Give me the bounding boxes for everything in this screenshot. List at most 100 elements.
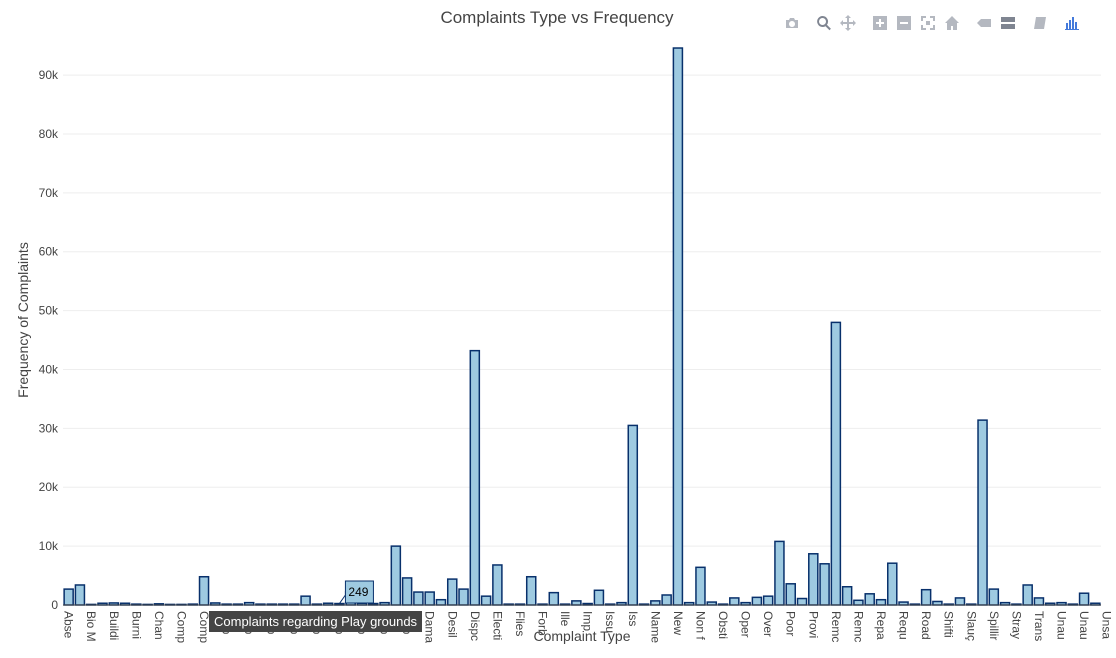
compare-hover-icon[interactable] — [996, 12, 1020, 34]
bar[interactable] — [650, 600, 661, 606]
bar[interactable] — [300, 595, 311, 606]
hover-label-group: 249 — [339, 580, 374, 604]
bar[interactable] — [198, 575, 210, 606]
x-tick-label: Shifti — [942, 611, 956, 638]
bar[interactable] — [762, 595, 774, 606]
x-tick-label: Iss — [626, 611, 640, 626]
x-tick-label: Unau — [1077, 611, 1091, 640]
y-tick-label: 70k — [39, 186, 59, 200]
x-tick-label: Unau — [1055, 611, 1069, 640]
hover-pointer — [339, 591, 346, 604]
bar[interactable] — [796, 597, 808, 606]
x-tick-label: Electi — [490, 611, 504, 640]
bar[interactable] — [627, 424, 639, 606]
bar[interactable] — [424, 591, 435, 606]
bar[interactable] — [63, 588, 74, 606]
bar[interactable] — [401, 577, 413, 606]
bar[interactable] — [864, 593, 875, 606]
x-tick-label: Imp — [581, 611, 595, 631]
bar[interactable] — [571, 600, 582, 606]
bar[interactable] — [672, 47, 684, 606]
bar[interactable] — [74, 584, 86, 606]
x-tick-label: Road — [919, 611, 933, 640]
zoom-out-icon[interactable] — [892, 12, 916, 34]
bar[interactable] — [988, 588, 1000, 606]
bar[interactable] — [469, 349, 481, 606]
gridlines — [63, 74, 1101, 547]
x-tick-label: Slauç — [964, 611, 978, 641]
bar[interactable] — [853, 599, 864, 606]
x-tick-label: Over — [761, 611, 775, 637]
bar[interactable] — [751, 596, 763, 606]
zoom-in-icon[interactable] — [868, 12, 892, 34]
x-tick-label: Requ — [897, 611, 911, 640]
bar[interactable] — [1078, 592, 1090, 606]
x-tick-label: Ille — [558, 611, 572, 627]
bar[interactable] — [932, 600, 943, 606]
x-tick-label: Bio M — [84, 611, 98, 642]
x-tick-label: Obsti — [716, 611, 730, 639]
bar[interactable] — [661, 594, 672, 606]
bar[interactable] — [819, 563, 830, 606]
y-tick-label: 40k — [39, 362, 59, 376]
bar[interactable] — [785, 583, 796, 606]
pan-icon[interactable] — [836, 12, 860, 34]
y-tick-label: 60k — [39, 245, 59, 259]
bar[interactable] — [413, 591, 424, 606]
x-tick-label: Repa — [874, 611, 888, 640]
autoscale-icon[interactable] — [916, 12, 940, 34]
bar[interactable] — [830, 321, 842, 606]
bar[interactable] — [841, 586, 853, 606]
y-tick-label: 50k — [39, 304, 59, 318]
camera-icon[interactable] — [780, 12, 804, 34]
bar[interactable] — [548, 591, 560, 606]
bar[interactable] — [808, 553, 819, 606]
x-tick-label: New — [671, 611, 685, 635]
x-tick-label: Provi — [806, 611, 820, 638]
y-axis-title: Frequency of Complaints — [15, 242, 31, 398]
x-axis-title: Complaint Type — [533, 628, 630, 644]
closest-hover-icon[interactable] — [1028, 12, 1052, 34]
bar[interactable] — [593, 589, 605, 606]
x-tick-label: Remc — [829, 611, 843, 642]
bar[interactable] — [492, 564, 503, 606]
bar[interactable] — [446, 578, 458, 606]
x-tick-label: Spillir — [987, 611, 1001, 640]
bar[interactable] — [390, 545, 402, 606]
x-tick-label: Stray — [1009, 611, 1023, 639]
hover-value-box — [344, 580, 374, 604]
bar[interactable] — [954, 597, 966, 606]
bar[interactable] — [920, 588, 932, 606]
bar[interactable] — [729, 597, 740, 606]
bar[interactable] — [774, 540, 785, 606]
x-tick-label: Comp — [197, 611, 211, 643]
x-tick-label: Burni — [129, 611, 143, 639]
y-tick-label: 0 — [51, 598, 58, 612]
x-tick-label: Unsa — [1100, 611, 1114, 639]
bar[interactable] — [887, 562, 898, 606]
x-tick-label: Non f — [694, 611, 708, 640]
bar[interactable] — [1033, 597, 1045, 606]
bar-series[interactable] — [63, 47, 1101, 606]
plotly-logo-icon[interactable] — [1060, 12, 1084, 34]
x-tick-label: Dispc — [468, 611, 482, 641]
spike-lines-icon[interactable] — [972, 12, 996, 34]
bar[interactable] — [875, 598, 887, 606]
bar[interactable] — [458, 588, 469, 606]
x-tick-label: Chan — [152, 611, 166, 640]
home-icon[interactable] — [940, 12, 964, 34]
y-tick-label: 20k — [39, 480, 59, 494]
x-tick-label: Remc — [851, 611, 865, 642]
zoom-icon[interactable] — [812, 12, 836, 34]
y-tick-label: 30k — [39, 421, 59, 435]
y-tick-label: 90k — [39, 68, 59, 82]
bar[interactable] — [525, 575, 537, 606]
bar[interactable] — [977, 419, 988, 606]
x-tick-label: Trans — [1032, 611, 1046, 641]
bar[interactable] — [435, 598, 447, 606]
bar[interactable] — [1022, 584, 1033, 606]
x-tick-label: Abse — [62, 611, 76, 639]
bar[interactable] — [480, 595, 492, 606]
bar[interactable] — [695, 566, 706, 606]
